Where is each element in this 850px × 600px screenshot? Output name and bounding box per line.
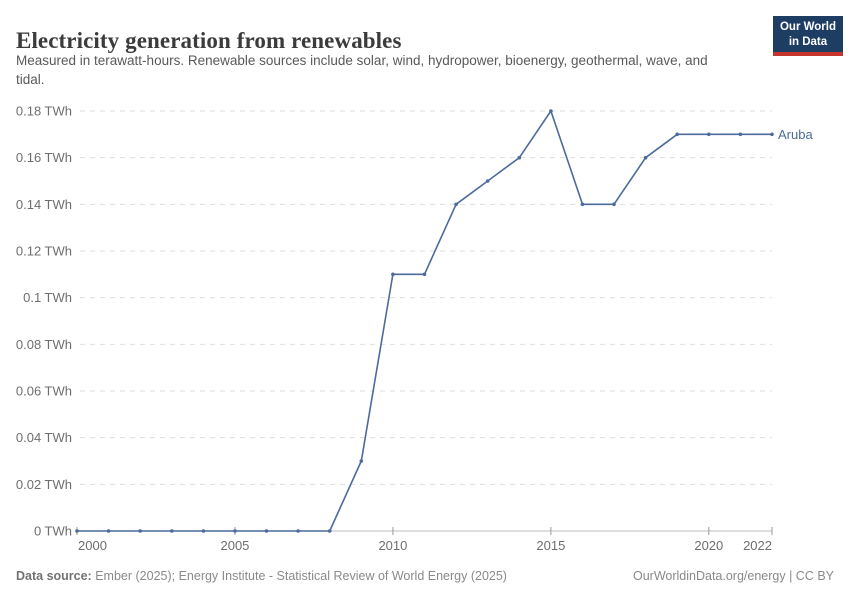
x-axis-tick-label: 2022 [743,538,772,553]
data-source-text: Ember (2025); Energy Institute - Statist… [91,569,507,583]
data-point[interactable] [264,529,269,533]
x-axis-tick-label: 2000 [78,538,107,553]
owid-logo[interactable]: Our World in Data [772,16,843,57]
chart-subtitle: Measured in terawatt-hours. Renewable so… [16,53,708,87]
owid-logo-line1: Our World [779,21,836,33]
data-point[interactable] [770,132,774,137]
page-title: Electricity generation from renewables [16,28,402,54]
y-axis-tick-label: 0.12 TWh [16,244,72,259]
y-axis-tick-label: 0 TWh [34,524,72,539]
y-axis-tick-label: 0.08 TWh [16,337,72,352]
y-axis-tick-label: 0.02 TWh [16,477,72,492]
data-point[interactable] [138,529,142,533]
data-point[interactable] [201,529,206,533]
data-point[interactable] [580,202,585,207]
y-axis-tick-label: 0.06 TWh [16,384,72,399]
x-axis-tick-label: 2020 [694,538,723,553]
data-point[interactable] [296,529,300,533]
data-point[interactable] [675,132,679,137]
y-axis-tick-label: 0.1 TWh [23,290,72,305]
data-point[interactable] [454,202,458,207]
data-point[interactable] [612,202,616,207]
data-point[interactable] [549,109,553,113]
data-point[interactable] [391,272,395,277]
data-point[interactable] [233,529,237,533]
license-credit[interactable]: OurWorldinData.org/energy | CC BY [632,569,834,583]
y-axis-tick-label: 0.14 TWh [16,197,72,212]
data-point[interactable] [170,529,174,533]
data-point[interactable] [75,529,79,533]
y-axis-tick-label: 0.16 TWh [16,150,72,165]
data-point[interactable] [422,272,427,277]
x-axis-tick-label: 2005 [220,538,249,553]
data-point[interactable] [485,179,490,183]
x-axis-tick-label: 2010 [378,538,407,553]
owid-logo-line2: in Data [788,35,828,48]
y-axis-tick-label: 0.18 TWh [16,104,72,119]
data-point[interactable] [359,459,364,463]
data-point[interactable] [707,132,711,137]
data-line[interactable] [76,110,773,532]
data-point[interactable] [327,529,332,533]
data-source-label: Data source: [16,569,92,583]
data-source-note: Data source: Ember (2025); Energy Instit… [16,569,507,583]
data-point[interactable] [106,529,111,533]
data-point[interactable] [517,155,522,160]
x-axis-tick-label: 2015 [536,538,565,553]
y-axis-tick-label: 0.04 TWh [16,430,72,445]
data-point[interactable] [643,155,648,160]
series-label[interactable]: Aruba [778,127,813,142]
data-point[interactable] [738,132,743,137]
chart-footer: Data source: Ember (2025); Energy Instit… [16,569,834,583]
